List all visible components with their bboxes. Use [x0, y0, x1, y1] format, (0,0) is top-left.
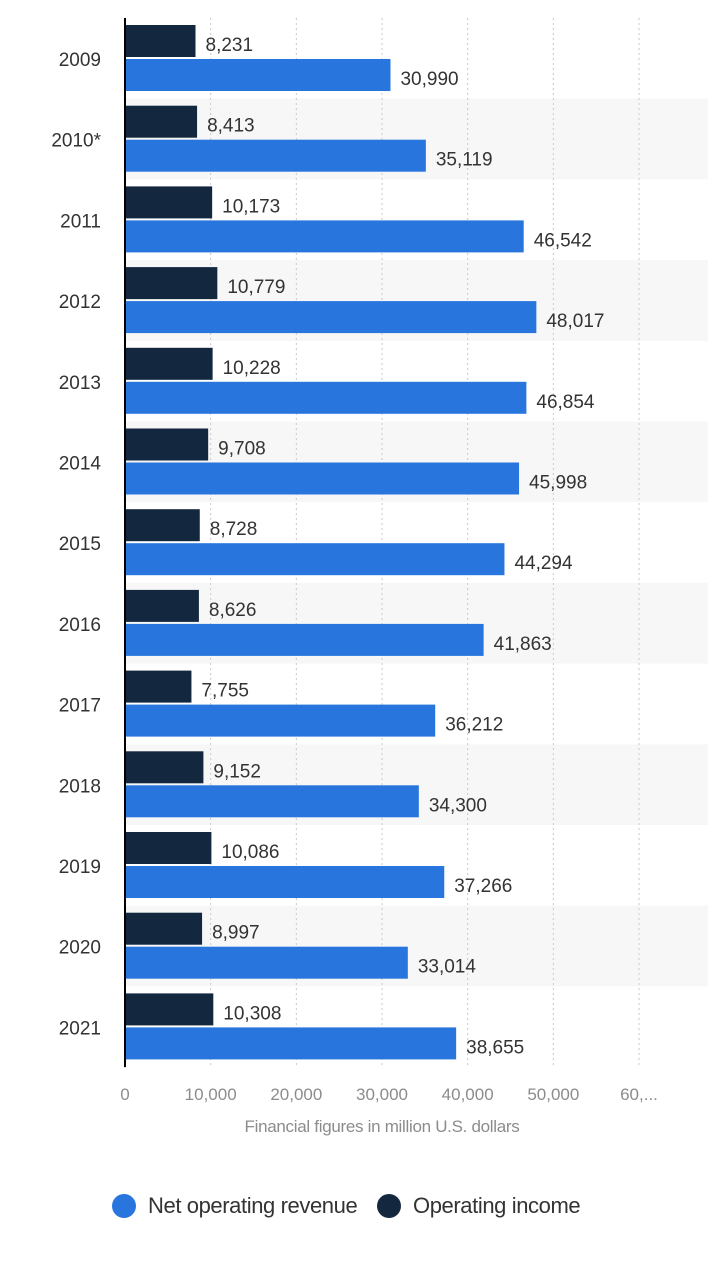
data-label-net-operating-revenue: 35,119 [436, 150, 493, 171]
data-label-net-operating-revenue: 46,854 [536, 392, 595, 413]
data-label-net-operating-revenue: 34,300 [429, 795, 487, 816]
data-label-operating-income: 8,626 [209, 600, 257, 621]
category-label: 2021 [59, 1018, 101, 1039]
data-label-net-operating-revenue: 33,014 [418, 957, 477, 978]
x-tick-label: 10,000 [185, 1085, 237, 1104]
category-label: 2013 [59, 373, 101, 394]
x-tick-label: 20,000 [270, 1085, 322, 1104]
legend-label: Net operating revenue [148, 1193, 358, 1218]
category-label: 2015 [59, 534, 101, 555]
data-label-operating-income: 10,779 [227, 277, 285, 298]
bar-operating-income [125, 751, 204, 784]
x-tick-label: 60,... [620, 1085, 658, 1104]
bar-operating-income [125, 670, 192, 703]
data-label-net-operating-revenue: 46,542 [534, 230, 592, 251]
category-label: 2017 [59, 696, 101, 717]
data-label-operating-income: 9,708 [218, 439, 266, 460]
data-label-net-operating-revenue: 38,655 [466, 1037, 524, 1058]
category-label: 2020 [59, 938, 101, 959]
data-label-net-operating-revenue: 37,266 [454, 876, 512, 897]
data-label-net-operating-revenue: 36,212 [445, 715, 503, 736]
bar-net-operating-revenue [125, 301, 537, 334]
bar-net-operating-revenue [125, 462, 520, 495]
legend-dot-icon [377, 1194, 401, 1218]
bar-operating-income [125, 347, 213, 380]
bar-net-operating-revenue [125, 704, 436, 737]
x-tick-label: 30,000 [356, 1085, 408, 1104]
data-label-operating-income: 10,086 [221, 842, 279, 863]
category-label: 2014 [59, 454, 102, 475]
data-label-net-operating-revenue: 45,998 [529, 473, 587, 494]
bar-net-operating-revenue [125, 1027, 457, 1060]
bar-operating-income [125, 832, 212, 864]
data-label-net-operating-revenue: 30,990 [400, 69, 458, 90]
data-label-net-operating-revenue: 44,294 [514, 553, 573, 574]
bar-operating-income [125, 105, 198, 138]
bar-net-operating-revenue [125, 381, 527, 414]
category-label: 2019 [59, 857, 101, 878]
data-label-operating-income: 10,308 [223, 1003, 281, 1024]
category-label: 2012 [59, 292, 101, 313]
data-label-operating-income: 10,228 [223, 358, 281, 379]
x-axis-title: Financial figures in million U.S. dollar… [244, 1117, 520, 1136]
category-label: 2010* [51, 131, 101, 152]
bar-net-operating-revenue [125, 785, 419, 818]
legend-label: Operating income [413, 1193, 581, 1218]
bar-operating-income [125, 267, 218, 300]
category-label: 2011 [60, 211, 101, 232]
x-tick-label: 0 [120, 1085, 129, 1104]
bar-operating-income [125, 428, 209, 461]
legend: Net operating revenue Operating income [0, 1190, 708, 1222]
bar-operating-income [125, 25, 196, 57]
data-label-operating-income: 8,728 [210, 519, 258, 540]
bar-net-operating-revenue [125, 623, 484, 656]
bar-operating-income [125, 993, 214, 1026]
category-label: 2018 [59, 776, 101, 797]
bar-operating-income [125, 589, 199, 622]
data-label-operating-income: 8,413 [207, 116, 255, 137]
data-label-operating-income: 7,755 [201, 681, 249, 702]
bar-operating-income [125, 186, 213, 219]
legend-item-operating-income[interactable]: Operating income [377, 1190, 581, 1222]
data-label-operating-income: 8,997 [212, 923, 260, 944]
data-label-net-operating-revenue: 41,863 [494, 634, 552, 655]
x-tick-label: 50,000 [527, 1085, 579, 1104]
category-label: 2016 [59, 615, 101, 636]
data-label-operating-income: 9,152 [213, 761, 261, 782]
bar-net-operating-revenue [125, 139, 426, 172]
x-tick-label: 40,000 [442, 1085, 494, 1104]
bar-operating-income [125, 509, 200, 542]
data-label-net-operating-revenue: 48,017 [546, 311, 604, 332]
legend-item-net-operating-revenue[interactable]: Net operating revenue [112, 1190, 358, 1222]
data-label-operating-income: 10,173 [222, 196, 280, 217]
legend-dot-icon [112, 1194, 136, 1218]
bar-net-operating-revenue [125, 59, 391, 91]
bar-net-operating-revenue [125, 866, 445, 898]
data-label-operating-income: 8,231 [206, 35, 254, 56]
bar-operating-income [125, 912, 203, 945]
bar-net-operating-revenue [125, 543, 505, 576]
bar-net-operating-revenue [125, 946, 408, 979]
bar-net-operating-revenue [125, 220, 524, 253]
category-label: 2009 [59, 50, 101, 71]
